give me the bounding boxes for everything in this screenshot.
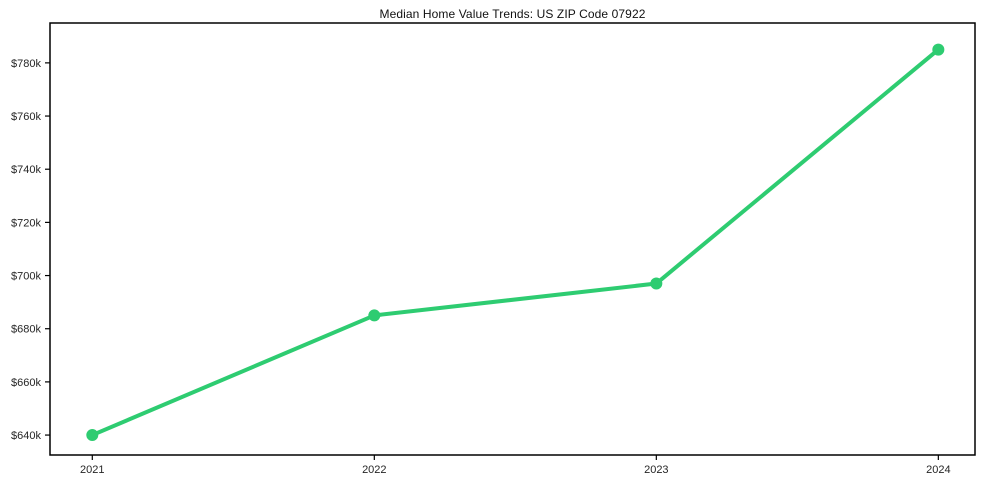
plot-border: [49, 22, 976, 456]
data-point-marker: [650, 277, 663, 290]
y-axis-tick-label: $720k: [11, 217, 41, 229]
y-axis-tick-label: $780k: [11, 58, 41, 70]
y-axis-tick-label: $740k: [11, 164, 41, 176]
x-axis-tick-label: 2023: [644, 464, 668, 476]
y-axis-tick-label: $760k: [11, 111, 41, 123]
y-axis-tick-label: $700k: [11, 271, 41, 283]
data-point-marker: [86, 429, 99, 442]
chart-title: Median Home Value Trends: US ZIP Code 07…: [379, 7, 646, 21]
data-line: [90, 47, 941, 438]
x-axis-tick-label: 2021: [80, 464, 104, 476]
data-point-marker: [368, 309, 381, 322]
y-axis-tick-label: $680k: [11, 324, 41, 336]
x-axis-tick-label: 2024: [926, 464, 950, 476]
data-point-marker: [932, 43, 945, 56]
x-axis-tick-label: 2022: [362, 464, 386, 476]
y-axis-tick-label: $640k: [11, 430, 41, 442]
y-axis-tick-label: $660k: [11, 377, 41, 389]
